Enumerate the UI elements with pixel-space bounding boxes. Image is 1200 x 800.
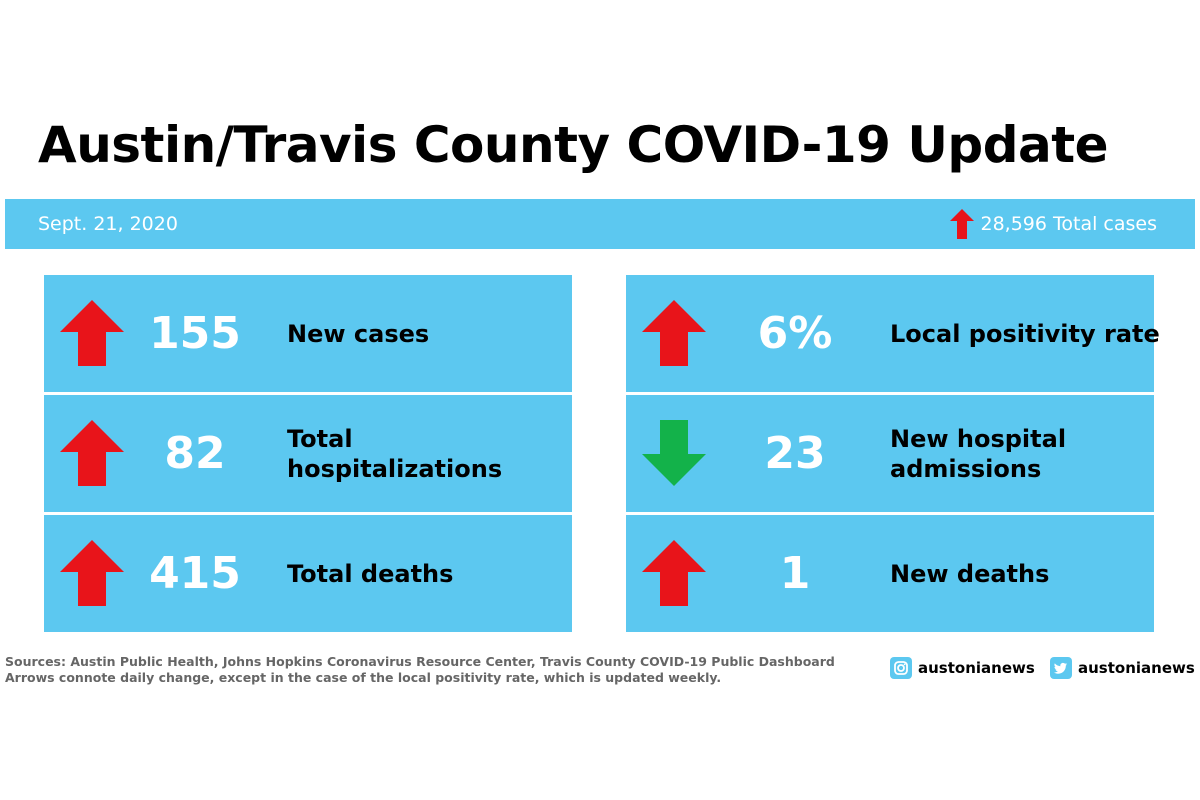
stat-card: 82 Total hospitalizations [44,395,572,512]
arrow-up-icon [642,300,706,366]
stat-card: 415 Total deaths [44,515,572,632]
arrow-up-icon [60,300,124,366]
right-stats-panel: 6% Local positivity rate 23 New hospital… [626,275,1160,632]
instagram-handle[interactable]: austonianews [890,656,1035,680]
stat-label: New deaths [890,559,1050,588]
stat-label: Local positivity rate [890,319,1160,348]
sources-text: Sources: Austin Public Health, Johns Hop… [5,654,835,669]
page-title: Austin/Travis County COVID-19 Update [38,116,1109,174]
twitter-handle-text: austonianews [1078,659,1195,677]
twitter-icon [1050,657,1072,679]
stat-label: Total hospitalizations [287,424,503,483]
total-cases: 28,596 Total cases [980,213,1157,235]
arrow-up-icon [642,540,706,606]
arrow-up-icon [60,420,124,486]
stat-card: 23 New hospital admissions [626,395,1154,512]
stat-label: New hospital admissions [890,424,1067,483]
left-stats-panel: 155 New cases 82 Total hospitalizations … [44,275,572,632]
stat-label: Total deaths [287,559,454,588]
stat-label: New cases [287,319,430,348]
instagram-icon [890,657,912,679]
summary-bar: Sept. 21, 2020 28,596 Total cases [5,199,1195,249]
stat-value: 1 [779,548,811,599]
arrow-up-icon [950,209,974,239]
arrow-down-icon [642,420,706,486]
update-date: Sept. 21, 2020 [38,213,178,235]
instagram-handle-text: austonianews [918,659,1035,677]
arrow-up-icon [60,540,124,606]
stat-value: 82 [164,428,226,479]
stat-value: 155 [149,308,241,359]
stat-card: 6% Local positivity rate [626,275,1160,392]
stat-value: 23 [764,428,826,479]
stat-card: 1 New deaths [626,515,1154,632]
stat-value: 6% [757,308,833,359]
stat-card: 155 New cases [44,275,572,392]
stat-value: 415 [149,548,241,599]
sources-note: Sources: Austin Public Health, Johns Hop… [5,654,865,686]
arrows-note: Arrows connote daily change, except in t… [5,670,722,685]
twitter-handle[interactable]: austonianews [1050,656,1195,680]
